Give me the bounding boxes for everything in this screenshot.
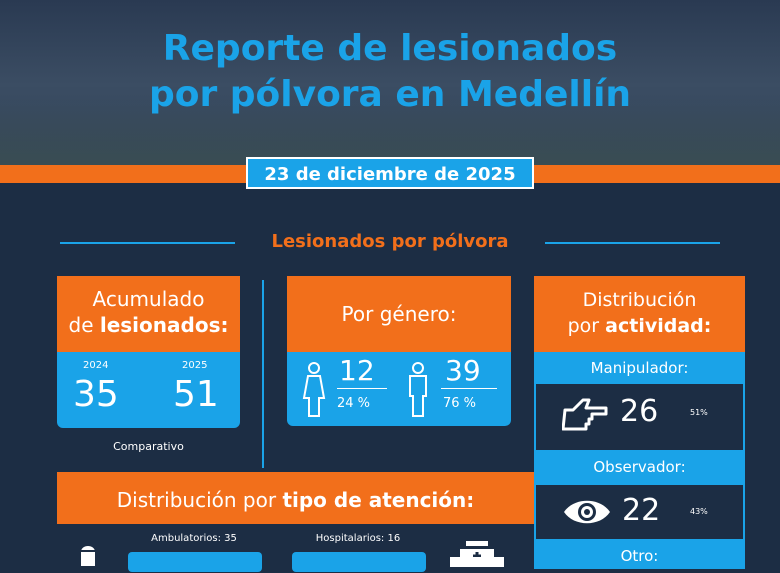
hospital-icon	[450, 541, 504, 567]
accumulated-pre: de	[68, 313, 100, 337]
page-title: Reporte de lesionados por pólvora en Med…	[0, 26, 780, 118]
attention-bold: tipo de atención:	[282, 488, 475, 512]
attention-header: Distribución por tipo de atención:	[57, 472, 534, 524]
male-count: 39	[445, 354, 481, 387]
accumulated-values: 2024 35 2025 51	[57, 352, 240, 428]
section-title: Lesionados por pólvora	[271, 231, 509, 252]
gender-header: Por género:	[287, 276, 511, 352]
manipulator-row: 26 51%	[534, 384, 745, 450]
year-2025: 2025	[182, 360, 208, 371]
city-background	[0, 0, 780, 170]
observer-label: Observador:	[534, 450, 745, 485]
activity-header: Distribución por actividad:	[534, 276, 745, 352]
value-2025: 51	[173, 374, 219, 415]
hospital-box	[292, 552, 426, 572]
activity-pre: por	[567, 315, 606, 337]
hospital-label: Hospitalarios: 16	[315, 533, 401, 544]
accumulated-title: Acumulado	[92, 287, 205, 311]
activity-bold: actividad:	[605, 315, 712, 337]
observer-pct: 43%	[690, 507, 708, 516]
manipulator-pct: 51%	[690, 408, 708, 417]
comparison-caption: Comparativo	[113, 440, 184, 453]
divider	[545, 242, 720, 244]
other-label: Otro:	[534, 539, 745, 569]
date-badge: 23 de diciembre de 2025	[246, 157, 534, 189]
observer-count: 22	[622, 493, 661, 528]
female-pct: 24 %	[337, 396, 371, 411]
pointing-hand-icon	[562, 398, 608, 431]
manipulator-count: 26	[620, 394, 659, 429]
accumulated-bold: lesionados:	[99, 313, 229, 337]
value-2024: 35	[73, 374, 119, 415]
manipulator-label: Manipulador:	[534, 352, 745, 384]
male-pct: 76 %	[443, 396, 477, 411]
divider	[337, 388, 387, 389]
gender-values: 12 24 % 39 76 %	[287, 352, 511, 426]
title-line-2: por pólvora en Medellín	[148, 74, 632, 115]
title-line-1: Reporte de lesionados	[162, 28, 618, 69]
divider	[441, 388, 497, 389]
ambulatory-box	[128, 552, 262, 572]
ambulatory-label: Ambulatorios: 35	[151, 533, 237, 544]
attention-title: Distribución por	[116, 488, 283, 512]
male-icon	[409, 362, 427, 417]
divider	[60, 242, 235, 244]
eye-icon	[564, 500, 610, 524]
female-icon	[302, 362, 326, 417]
observer-row: 22 43%	[534, 485, 745, 539]
year-2024: 2024	[83, 360, 109, 371]
patient-icon	[81, 546, 95, 566]
vertical-divider	[262, 280, 264, 468]
accumulated-header: Acumulado de lesionados:	[57, 276, 240, 352]
activity-title: Distribución	[582, 289, 697, 311]
female-count: 12	[339, 354, 375, 387]
